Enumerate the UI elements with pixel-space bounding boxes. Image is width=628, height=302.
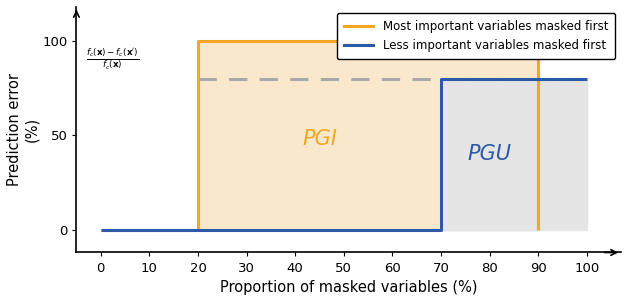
Legend: Most important variables masked first, Less important variables masked first: Most important variables masked first, L…	[337, 13, 615, 59]
Y-axis label: Prediction error
(%): Prediction error (%)	[7, 73, 40, 186]
Text: PGI: PGI	[302, 129, 337, 149]
Text: PGU: PGU	[468, 144, 512, 164]
X-axis label: Proportion of masked variables (%): Proportion of masked variables (%)	[220, 280, 477, 295]
Text: $\frac{f_c(\mathbf{x})-f_c(\mathbf{x}^{\prime})}{f_c(\mathbf{x})}$: $\frac{f_c(\mathbf{x})-f_c(\mathbf{x}^{\…	[86, 47, 139, 72]
